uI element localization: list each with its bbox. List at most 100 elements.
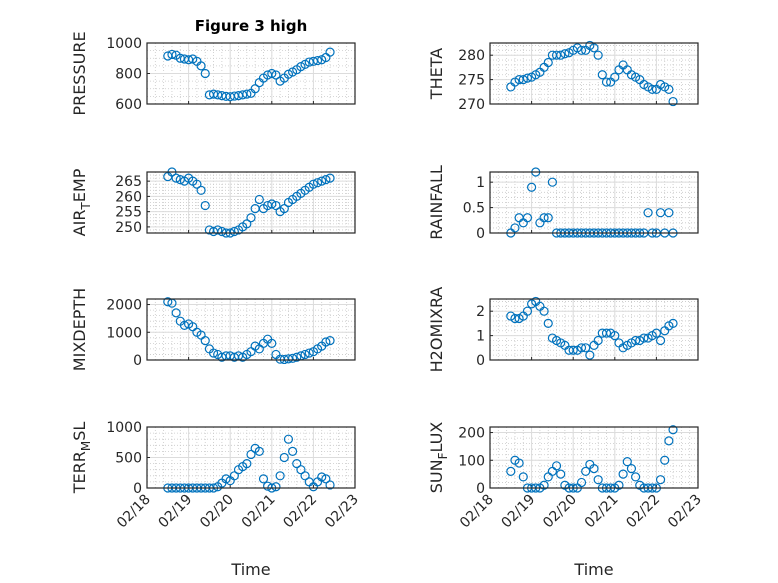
data-point [668,96,678,107]
x-tick-label: 02/18 [114,492,154,532]
data-point [258,474,269,484]
data-point [518,74,528,85]
data-point [171,308,181,318]
y-tick-label: 0 [476,226,485,242]
data-point [292,459,302,469]
data-point [167,49,177,60]
data-point [664,208,674,218]
data-point [242,459,252,469]
figure-title: Figure 3 high [195,17,308,35]
data-point [589,43,599,53]
y-label-part: EMP [70,168,89,202]
data-point [304,348,314,358]
data-point [229,471,239,481]
data-point [196,185,206,195]
data-point [551,461,562,471]
data-point [597,70,607,80]
y-tick-label: 265 [115,174,142,190]
y-label-part: AIR [70,210,89,237]
y-tick-label: 0 [133,481,142,497]
x-tick-label: 02/20 [540,492,580,532]
data-point [593,50,603,60]
data-point [267,199,277,209]
data-point [510,223,520,233]
axes-box [146,426,356,489]
y-label-subscript: M [79,441,93,451]
data-point [283,434,294,444]
subplot-terr-msl: 0 500 1000 TERRMSL 02/18 02/19 02/20 02/21 02/22… [70,420,362,579]
data-point [279,204,289,214]
subplot-h2omixra: 0 1 2 H2OMIXRA [427,287,699,372]
axes-background [147,299,355,360]
axes-box [146,298,356,361]
data-point [614,480,624,490]
data-point [543,213,553,223]
x-tick-label: 02/23 [322,492,362,532]
y-tick-label: 2000 [106,298,142,314]
data-point [267,338,277,348]
y-axis-label: THETA [427,48,446,100]
data-point [246,449,256,460]
axes-box [146,171,356,234]
subplot-mixdepth: 0 1000 2000 MIXDEPTH [70,288,356,371]
subplot-pressure: 600 800 1000 PRESSURE [70,31,356,116]
data-point [300,349,310,360]
y-tick-label: 0 [476,481,485,497]
y-tick-label: 1000 [106,325,142,341]
data-point [581,343,591,353]
data-point [312,55,323,66]
data-point [576,477,587,488]
data-point [288,353,298,363]
y-tick-label: 200 [458,426,485,442]
data-point [300,471,310,481]
data-point [292,352,302,362]
y-tick-label: 0 [133,353,142,369]
y-tick-label: 260 [115,189,142,205]
y-tick-label: 255 [115,205,142,221]
data-point [630,335,641,346]
data-point [317,176,327,186]
y-tick-label: 800 [115,67,142,83]
y-tick-label: 250 [115,220,142,236]
data-point [593,475,603,485]
data-point [593,335,603,346]
data-point [626,463,637,474]
y-axis-label: AIRTEMP [70,168,93,236]
data-point [576,45,587,55]
data-point [610,331,620,341]
data-point [246,213,256,223]
axes-box [489,171,699,234]
y-tick-label: 2 [476,304,485,320]
data-point [543,57,553,68]
data-point [321,175,331,185]
data-point [242,89,252,99]
y-tick-label: 1000 [106,420,142,436]
y-label-part: SL [70,422,89,441]
y-label-part: SUN [427,459,446,493]
data-point [325,480,335,490]
x-tick-label: 02/19 [156,492,196,532]
data-point [196,61,206,71]
y-tick-label: 100 [458,453,485,469]
data-point [522,73,533,83]
data-point [514,458,524,468]
axes-box [489,42,699,105]
y-tick-label: 600 [115,97,142,113]
y-tick-label: 275 [458,73,485,89]
data-point [254,194,264,205]
data-point [271,70,281,80]
data-point [655,475,666,485]
x-tick-label: 02/22 [280,492,320,532]
y-axis-label: TERRMSL [70,422,93,495]
axes-box [146,42,356,105]
data-point [321,337,331,347]
axes-box [489,298,699,361]
data-point [585,350,595,360]
data-point [296,465,306,475]
data-point [618,469,628,479]
data-point [171,173,181,183]
data-point [668,318,678,328]
